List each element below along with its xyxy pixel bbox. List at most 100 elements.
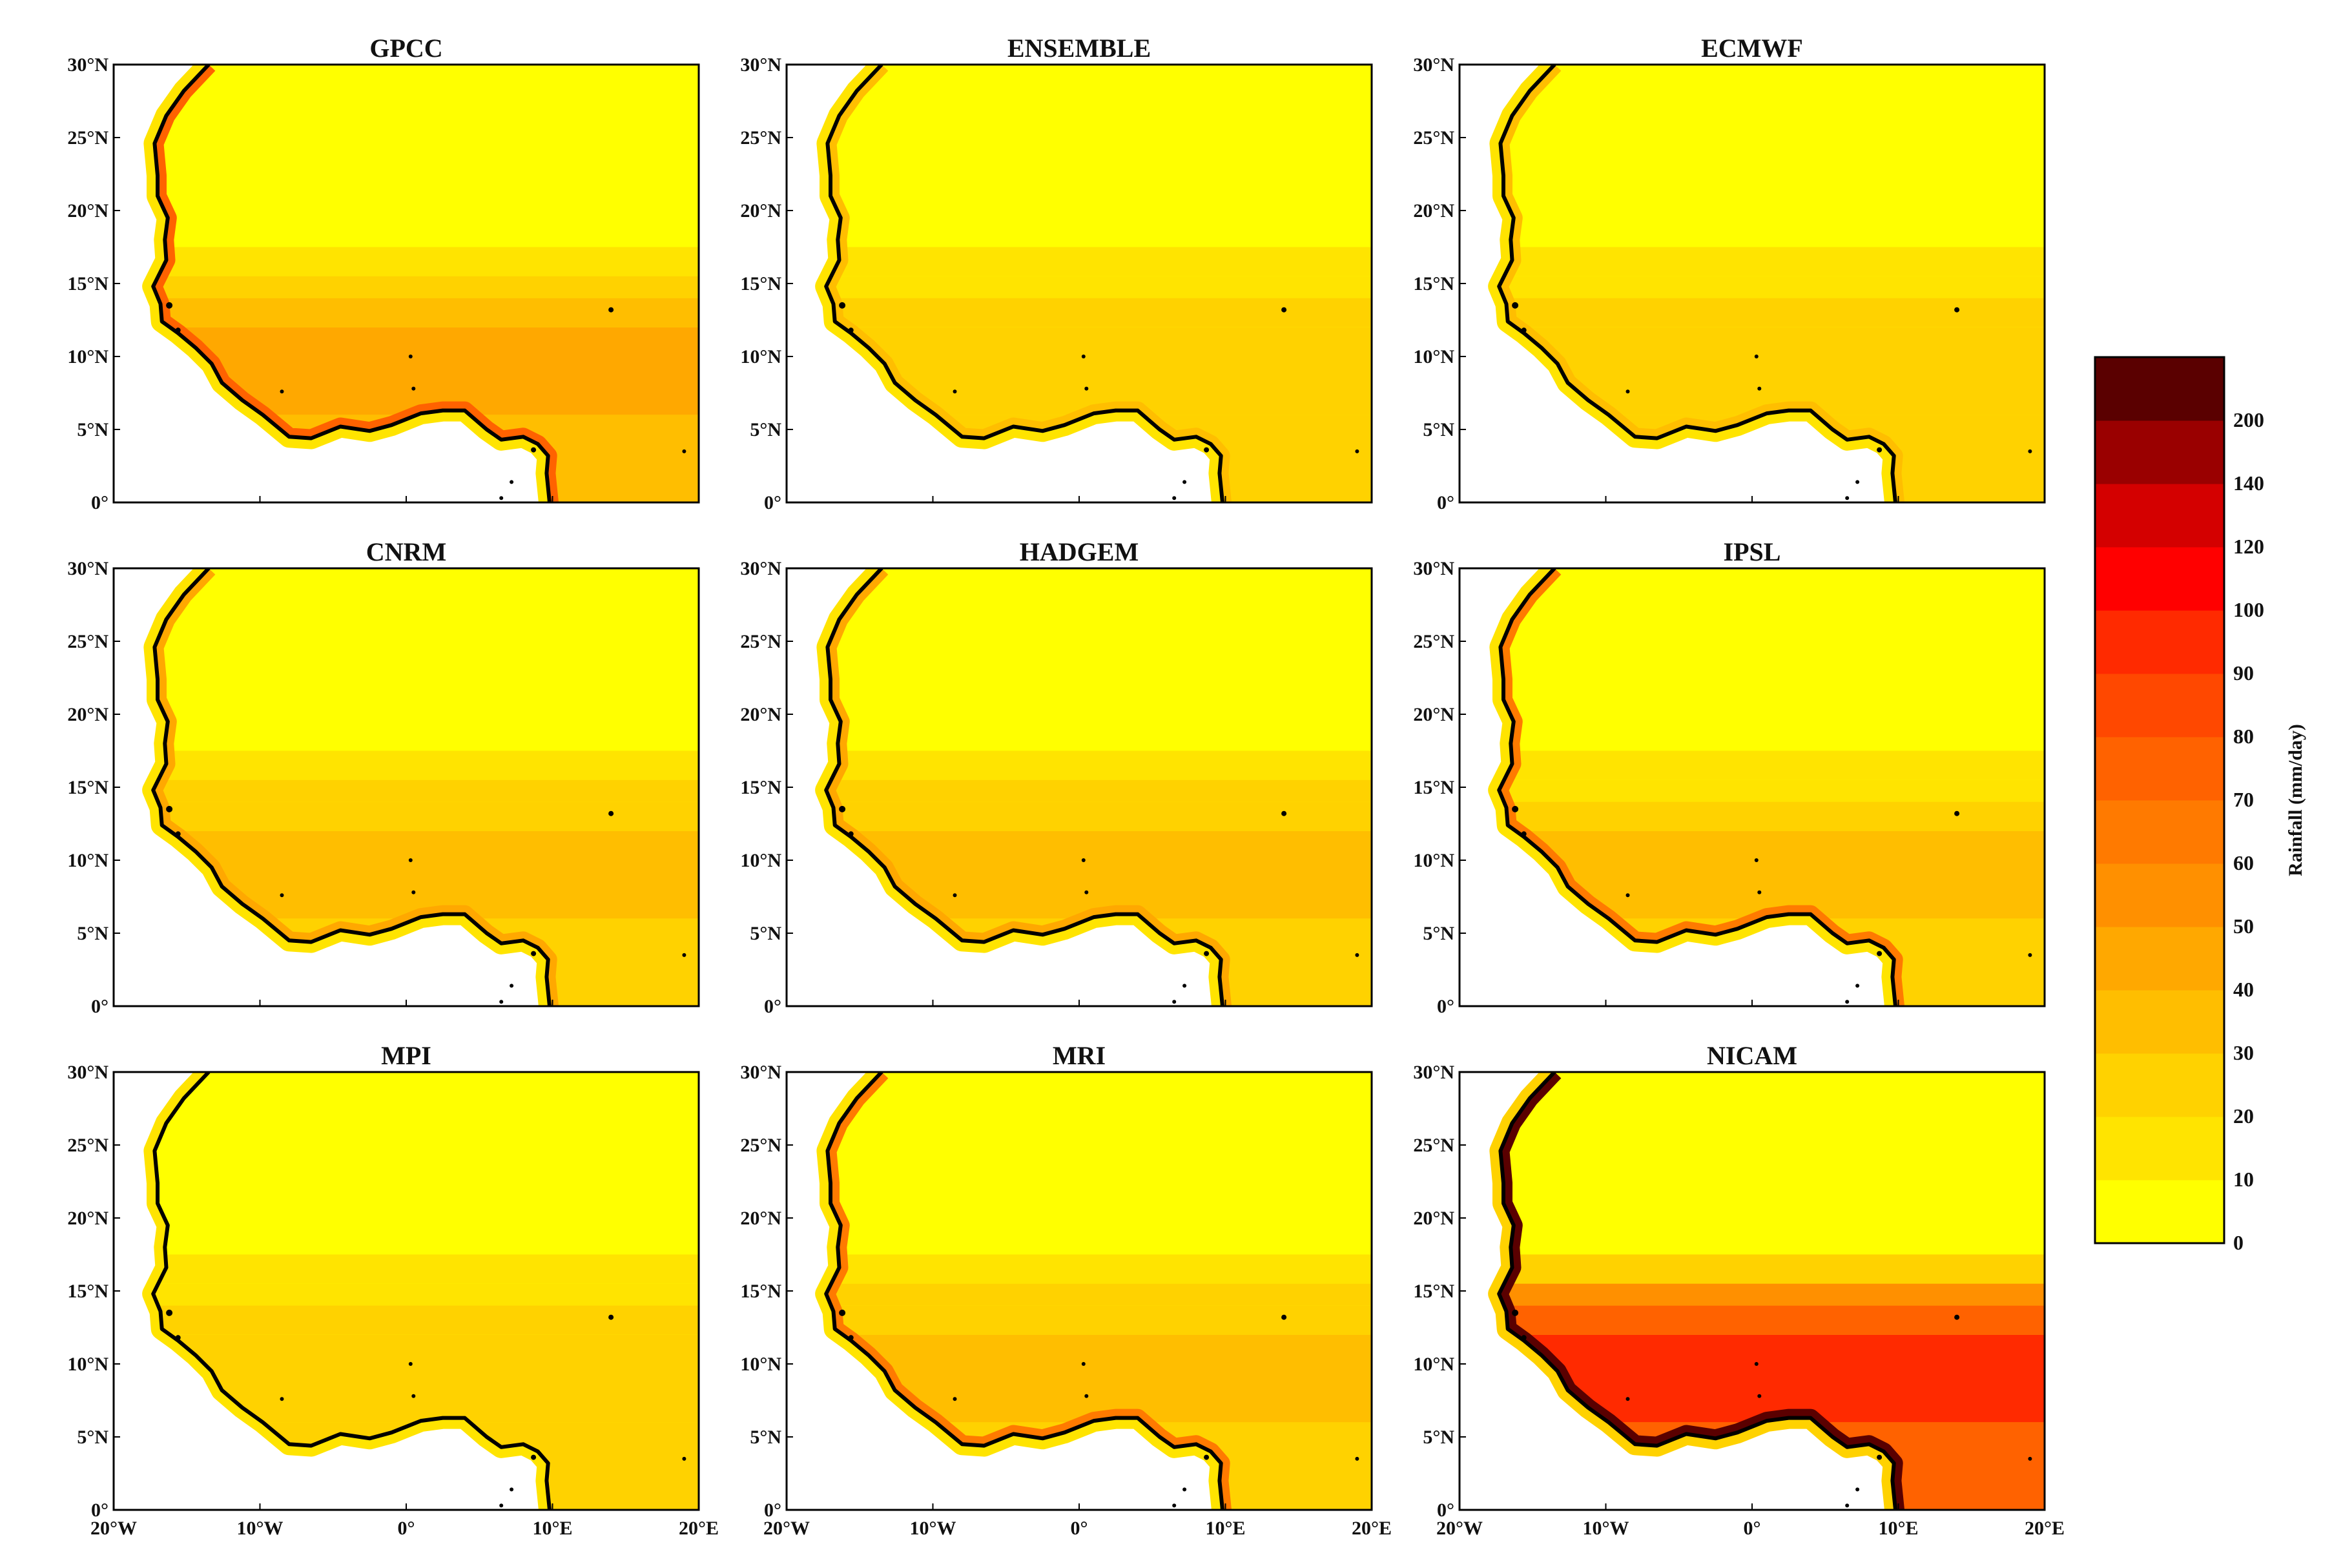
lat-tick-label: 5°N	[750, 419, 781, 440]
island-mark	[1877, 447, 1883, 453]
lat-tick-label: 0°	[1437, 492, 1454, 513]
island-mark	[408, 858, 413, 862]
island-mark	[1757, 1394, 1762, 1398]
lon-tick-label: 0°	[1744, 1518, 1761, 1539]
island-mark	[608, 810, 614, 816]
lat-tick-label: 10°N	[67, 850, 108, 871]
lon-tick-label: 20°W	[1436, 1518, 1483, 1539]
island-mark	[839, 805, 846, 812]
island-mark	[1281, 1314, 1287, 1320]
coastline	[1497, 1072, 1897, 1510]
colorbar-tick-label: 70	[2233, 788, 2254, 811]
island-mark	[1954, 307, 1960, 313]
island-mark	[411, 890, 416, 894]
panel-title: NICAM	[1707, 1041, 1797, 1070]
lat-tick-label: 15°N	[1413, 1281, 1454, 1302]
coastline	[1497, 65, 1897, 502]
lat-tick-label: 10°N	[1413, 346, 1454, 367]
island-mark	[1845, 1000, 1850, 1004]
lat-tick-label: 25°N	[1413, 127, 1454, 149]
panel-title: HADGEM	[1020, 537, 1139, 566]
lat-tick-label: 30°N	[740, 558, 781, 579]
island-mark	[1521, 327, 1527, 333]
colorbar-tick-label: 90	[2233, 661, 2254, 685]
lat-tick-label: 30°N	[1413, 1062, 1454, 1083]
lat-tick-label: 30°N	[67, 1062, 108, 1083]
island-mark	[531, 447, 537, 453]
island-mark	[1081, 355, 1086, 358]
lat-tick-label: 0°	[764, 996, 781, 1017]
island-mark	[411, 386, 416, 391]
island-mark	[848, 831, 854, 837]
island-mark	[839, 1309, 846, 1316]
island-mark	[1355, 1456, 1359, 1461]
island-mark	[1084, 1394, 1089, 1398]
island-mark	[1084, 890, 1089, 894]
lat-tick-label: 10°N	[740, 1354, 781, 1375]
lon-tick-label: 10°E	[532, 1518, 572, 1539]
island-mark	[1512, 805, 1519, 812]
colorbar-tick-label: 80	[2233, 725, 2254, 748]
map-panels: GPCC 30°N 25°N 20°N 15°N 10°N 5°N 0° ENSEMBLE 30°…	[67, 34, 2065, 1539]
lat-tick-label: 25°N	[740, 1135, 781, 1156]
panel-title: ECMWF	[1701, 34, 1803, 63]
island-mark	[1512, 302, 1519, 309]
island-mark	[499, 1503, 504, 1508]
panel-title: GPCC	[369, 34, 442, 63]
island-mark	[1625, 389, 1630, 394]
lat-tick-label: 15°N	[1413, 273, 1454, 294]
lat-tick-label: 0°	[1437, 996, 1454, 1017]
island-mark	[531, 1454, 537, 1460]
panel-title: MRI	[1053, 1041, 1106, 1070]
island-mark	[1182, 984, 1187, 988]
island-mark	[682, 1456, 686, 1461]
island-mark	[682, 953, 686, 957]
lat-tick-label: 15°N	[1413, 777, 1454, 798]
lon-tick-label: 20°W	[90, 1518, 137, 1539]
island-mark	[1757, 890, 1762, 894]
lat-tick-label: 25°N	[67, 127, 108, 149]
lon-tick-label: 20°E	[2025, 1518, 2065, 1539]
island-mark	[953, 1397, 957, 1401]
island-mark	[408, 1362, 413, 1366]
lat-tick-label: 30°N	[1413, 54, 1454, 76]
island-mark	[1281, 810, 1287, 816]
lat-tick-label: 10°N	[1413, 1354, 1454, 1375]
island-mark	[1855, 984, 1860, 988]
lat-tick-label: 30°N	[1413, 558, 1454, 579]
map-panel-gpcc: GPCC 30°N 25°N 20°N 15°N 10°N 5°N 0°	[67, 34, 700, 513]
lat-tick-label: 0°	[764, 492, 781, 513]
island-mark	[2028, 449, 2032, 453]
island-mark	[682, 449, 686, 453]
lon-tick-label: 10°W	[237, 1518, 284, 1539]
island-mark	[166, 805, 173, 812]
island-mark	[499, 1000, 504, 1004]
lat-tick-label: 10°N	[1413, 850, 1454, 871]
island-mark	[848, 327, 854, 333]
colorbar-title: Rainfall (mm/day)	[2285, 724, 2306, 876]
lat-tick-label: 5°N	[750, 1427, 781, 1448]
island-mark	[1084, 386, 1089, 391]
lat-tick-label: 15°N	[740, 777, 781, 798]
island-mark	[166, 302, 173, 309]
lat-tick-label: 20°N	[67, 704, 108, 725]
lat-tick-label: 30°N	[67, 54, 108, 76]
lat-tick-label: 5°N	[1423, 1427, 1454, 1448]
lat-tick-label: 20°N	[740, 704, 781, 725]
island-mark	[2028, 1456, 2032, 1461]
lat-tick-label: 15°N	[67, 273, 108, 294]
island-mark	[1845, 496, 1850, 500]
island-mark	[1182, 1487, 1187, 1492]
colorbar-segment	[2095, 674, 2224, 738]
lon-tick-label: 20°E	[679, 1518, 719, 1539]
island-mark	[1172, 496, 1177, 500]
lat-tick-label: 20°N	[1413, 1208, 1454, 1229]
colorbar-tick-label: 0	[2233, 1231, 2244, 1254]
lat-tick-label: 25°N	[67, 631, 108, 652]
island-mark	[1625, 1397, 1630, 1401]
island-mark	[1754, 355, 1759, 358]
colorbar-segment	[2095, 610, 2224, 674]
lat-tick-label: 5°N	[1423, 923, 1454, 944]
